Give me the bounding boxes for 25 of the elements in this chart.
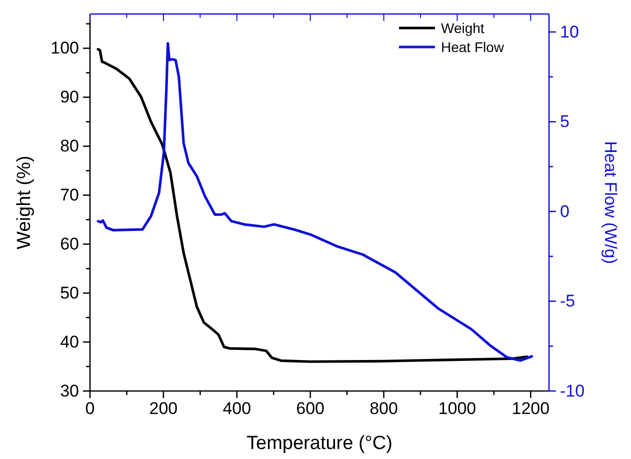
x-tick-label: 0 (85, 399, 95, 418)
y-tick-label: 80 (60, 136, 79, 156)
legend-label: Heat Flow (441, 39, 505, 55)
y-tick-label: 90 (60, 88, 79, 107)
y2-tick-label: -10 (560, 381, 585, 400)
y2-tick-label: -5 (560, 292, 576, 311)
y-tick-label: 60 (60, 234, 79, 254)
x-axis-title: Temperature (°C) (246, 433, 392, 454)
x-tick-label: 1200 (512, 399, 550, 418)
y-tick-label: 100 (50, 38, 79, 58)
y2-axis-title: Heat Flow (W/g) (601, 141, 620, 264)
y2-tick-label: 10 (560, 22, 579, 42)
legend-label: Weight (441, 20, 484, 36)
x-tick-label: 800 (370, 399, 398, 418)
y-tick-label: 30 (60, 381, 79, 400)
y-tick-label: 50 (60, 284, 79, 303)
y2-tick-label: 5 (560, 112, 570, 132)
x-tick-label: 1000 (438, 399, 476, 418)
x-tick-label: 200 (149, 399, 178, 418)
y-tick-label: 40 (60, 332, 79, 352)
x-tick-label: 600 (296, 399, 325, 418)
y-tick-label: 70 (60, 186, 79, 205)
y-axis-title: Weight (%) (14, 156, 35, 250)
y2-tick-label: 0 (560, 202, 570, 221)
x-tick-label: 400 (222, 399, 252, 418)
